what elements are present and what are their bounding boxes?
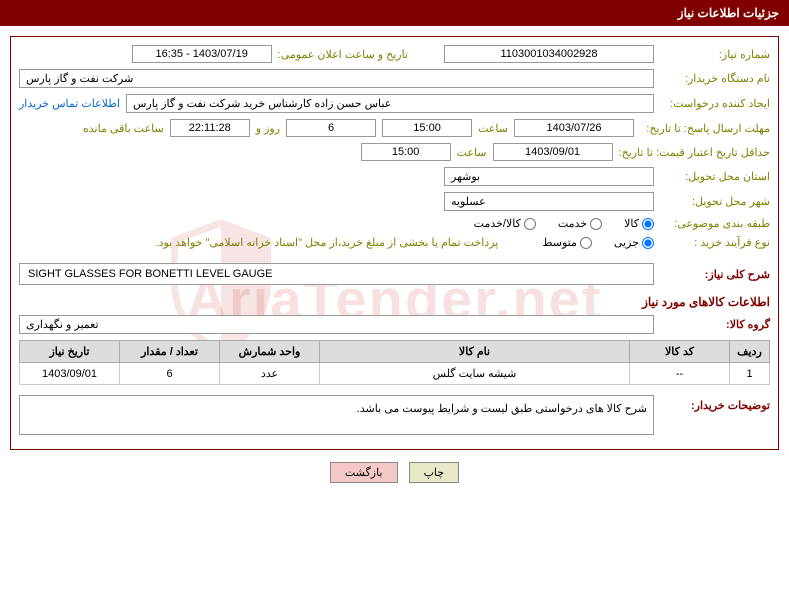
delivery-city-label: شهر محل تحویل: bbox=[660, 195, 770, 208]
radio-medium-label: متوسط bbox=[542, 236, 577, 249]
row-delivery-province: استان محل تحویل: بوشهر bbox=[19, 167, 770, 186]
row-delivery-city: شهر محل تحویل: عسلویه bbox=[19, 192, 770, 211]
table-header-row: ردیف کد کالا نام کالا واحد شمارش تعداد /… bbox=[20, 341, 770, 363]
general-desc-value: SIGHT GLASSES FOR BONETTI LEVEL GAUGE bbox=[19, 263, 654, 285]
cell-date: 1403/09/01 bbox=[20, 363, 120, 385]
days-and-label: روز و bbox=[256, 122, 280, 135]
main-panel: شماره نیاز: 1103001034002928 تاریخ و ساع… bbox=[10, 36, 779, 450]
payment-note: پرداخت تمام یا بخشی از مبلغ خرید،از محل … bbox=[156, 236, 499, 249]
goods-group-value: تعمیر و نگهداری bbox=[19, 315, 654, 334]
page-header: جزئیات اطلاعات نیاز bbox=[0, 0, 789, 26]
validity-date-value: 1403/09/01 bbox=[493, 143, 613, 161]
time-remaining-value: 22:11:28 bbox=[170, 119, 250, 137]
requester-value: عباس حسن زاده کارشناس خرید شرکت نفت و گا… bbox=[126, 94, 654, 113]
process-type-label: نوع فرآیند خرید : bbox=[660, 236, 770, 249]
print-button[interactable]: چاپ bbox=[409, 462, 460, 483]
process-radio-group: جزیی متوسط bbox=[524, 236, 654, 249]
validity-time-value: 15:00 bbox=[361, 143, 451, 161]
buyer-notes-label: توضیحات خریدار: bbox=[660, 395, 770, 412]
category-radio-group: کالا خدمت کالا/خدمت bbox=[456, 217, 654, 230]
announce-date-value: 1403/07/19 - 16:35 bbox=[132, 45, 272, 63]
radio-goods[interactable] bbox=[642, 218, 654, 230]
delivery-province-value: بوشهر bbox=[444, 167, 654, 186]
row-general-desc: شرح کلی نیاز: SIGHT GLASSES FOR BONETTI … bbox=[19, 263, 770, 285]
validity-deadline-label: حداقل تاریخ اعتبار قیمت: تا تاریخ: bbox=[619, 146, 770, 159]
row-requester: ایجاد کننده درخواست: عباس حسن زاده کارشن… bbox=[19, 94, 770, 113]
row-goods-group: گروه کالا: تعمیر و نگهداری bbox=[19, 315, 770, 334]
radio-goods-label: کالا bbox=[624, 217, 639, 230]
col-unit: واحد شمارش bbox=[220, 341, 320, 363]
delivery-province-label: استان محل تحویل: bbox=[660, 170, 770, 183]
radio-partial-label: جزیی bbox=[614, 236, 639, 249]
buyer-notes-value: شرح کالا های درخواستی طبق لیست و شرایط پ… bbox=[19, 395, 654, 435]
buyer-org-value: شرکت نفت و گاز پارس bbox=[19, 69, 654, 88]
cell-code: -- bbox=[630, 363, 730, 385]
table-row: 1 -- شیشه سایت گلس عدد 6 1403/09/01 bbox=[20, 363, 770, 385]
time-label-2: ساعت bbox=[457, 146, 487, 159]
row-need-number: شماره نیاز: 1103001034002928 تاریخ و ساع… bbox=[19, 45, 770, 63]
row-category: طبقه بندی موضوعی: کالا خدمت کالا/خدمت bbox=[19, 217, 770, 230]
col-date: تاریخ نیاز bbox=[20, 341, 120, 363]
announce-date-label: تاریخ و ساعت اعلان عمومی: bbox=[278, 48, 408, 61]
row-validity-deadline: حداقل تاریخ اعتبار قیمت: تا تاریخ: 1403/… bbox=[19, 143, 770, 161]
radio-goods-service[interactable] bbox=[524, 218, 536, 230]
delivery-city-value: عسلویه bbox=[444, 192, 654, 211]
response-date-value: 1403/07/26 bbox=[514, 119, 634, 137]
button-row: چاپ بازگشت bbox=[0, 462, 789, 483]
remaining-label: ساعت باقی مانده bbox=[83, 122, 164, 135]
radio-service-label: خدمت bbox=[558, 217, 587, 230]
row-response-deadline: مهلت ارسال پاسخ: تا تاریخ: 1403/07/26 سا… bbox=[19, 119, 770, 137]
col-code: کد کالا bbox=[630, 341, 730, 363]
page-title: جزئیات اطلاعات نیاز bbox=[678, 6, 779, 20]
col-row: ردیف bbox=[730, 341, 770, 363]
items-table: ردیف کد کالا نام کالا واحد شمارش تعداد /… bbox=[19, 340, 770, 385]
time-label-1: ساعت bbox=[478, 122, 508, 135]
radio-goods-service-label: کالا/خدمت bbox=[474, 217, 521, 230]
buyer-org-label: نام دستگاه خریدار: bbox=[660, 72, 770, 85]
radio-service[interactable] bbox=[590, 218, 602, 230]
row-process-type: نوع فرآیند خرید : جزیی متوسط پرداخت تمام… bbox=[19, 236, 770, 249]
col-name: نام کالا bbox=[320, 341, 630, 363]
cell-name: شیشه سایت گلس bbox=[320, 363, 630, 385]
contact-link[interactable]: اطلاعات تماس خریدار bbox=[19, 97, 120, 110]
row-buyer-notes: توضیحات خریدار: شرح کالا های درخواستی طب… bbox=[19, 395, 770, 435]
radio-partial[interactable] bbox=[642, 237, 654, 249]
back-button[interactable]: بازگشت bbox=[330, 462, 398, 483]
cell-unit: عدد bbox=[220, 363, 320, 385]
col-qty: تعداد / مقدار bbox=[120, 341, 220, 363]
general-desc-label: شرح کلی نیاز: bbox=[660, 268, 770, 281]
radio-medium[interactable] bbox=[580, 237, 592, 249]
requester-label: ایجاد کننده درخواست: bbox=[660, 97, 770, 110]
goods-info-title: اطلاعات کالاهای مورد نیاز bbox=[19, 295, 770, 309]
response-time-value: 15:00 bbox=[382, 119, 472, 137]
cell-row: 1 bbox=[730, 363, 770, 385]
need-number-value: 1103001034002928 bbox=[444, 45, 654, 63]
row-buyer-org: نام دستگاه خریدار: شرکت نفت و گاز پارس bbox=[19, 69, 770, 88]
need-number-label: شماره نیاز: bbox=[660, 48, 770, 61]
response-deadline-label: مهلت ارسال پاسخ: تا تاریخ: bbox=[640, 122, 770, 135]
category-label: طبقه بندی موضوعی: bbox=[660, 217, 770, 230]
goods-group-label: گروه کالا: bbox=[660, 318, 770, 331]
days-remaining-value: 6 bbox=[286, 119, 376, 137]
cell-qty: 6 bbox=[120, 363, 220, 385]
